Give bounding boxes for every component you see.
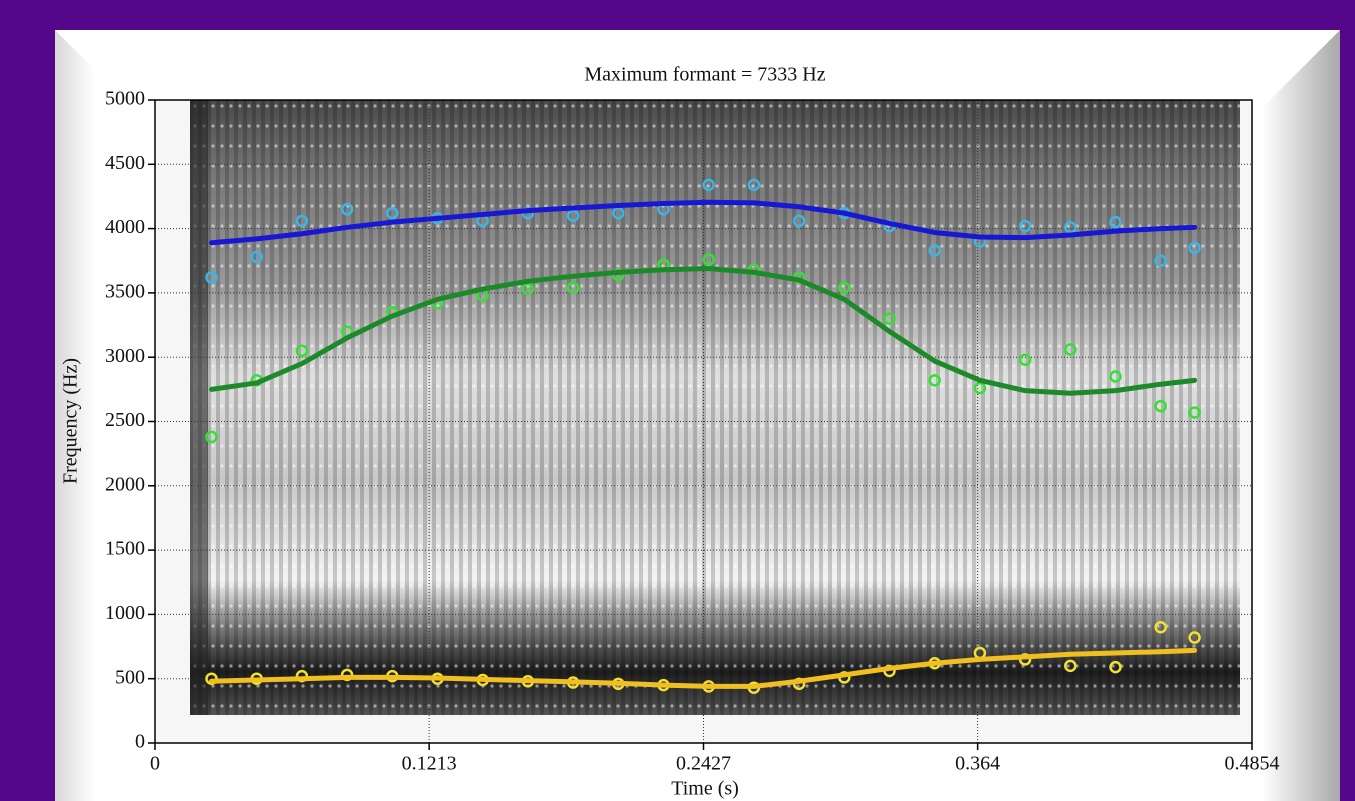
x-axis-label: Time (s) <box>671 778 739 800</box>
x-tick-label: 0 <box>150 753 160 775</box>
y-tick-label: 500 <box>115 666 145 688</box>
y-tick-label: 2500 <box>105 409 145 431</box>
y-tick-label: 1000 <box>105 602 145 624</box>
y-axis-label: Frequency (Hz) <box>60 358 82 484</box>
chart-title: Maximum formant = 7333 Hz <box>584 64 825 86</box>
x-tick-label: 0.364 <box>955 753 1000 775</box>
y-tick-label: 3000 <box>105 345 145 367</box>
y-tick-label: 4500 <box>105 152 145 174</box>
y-tick-label: 4000 <box>105 216 145 238</box>
page: {"chart_data": {"type": "line", "title":… <box>0 0 1355 801</box>
y-tick-label: 2000 <box>105 473 145 495</box>
y-tick-label: 3500 <box>105 280 145 302</box>
y-tick-label: 5000 <box>105 88 145 110</box>
bevel <box>1262 30 1340 801</box>
y-tick-label: 0 <box>135 731 145 753</box>
x-tick-label: 0.1213 <box>402 753 457 775</box>
chart: Maximum formant = 7333 Hz Time (s) Frequ… <box>0 0 1355 801</box>
x-tick-label: 0.2427 <box>676 753 731 775</box>
x-tick-label: 0.4854 <box>1225 753 1280 775</box>
y-tick-label: 1500 <box>105 538 145 560</box>
spectrogram-texture <box>190 100 1240 715</box>
spectrogram-edge <box>190 100 208 715</box>
